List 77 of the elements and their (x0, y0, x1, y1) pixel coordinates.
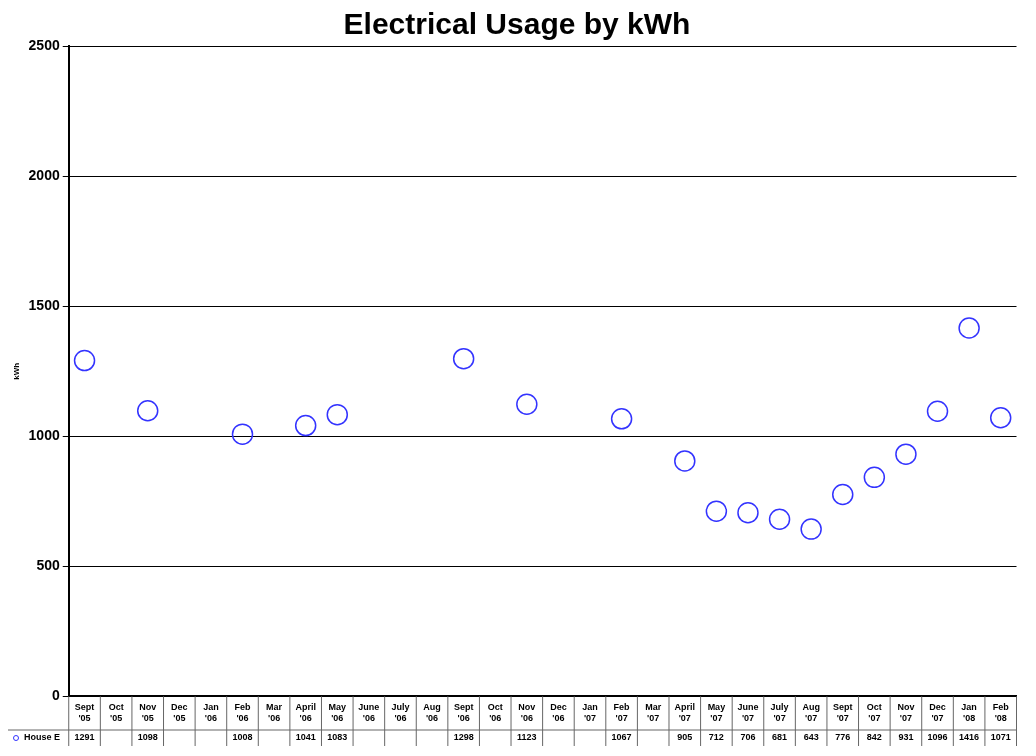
point (926, 400, 949, 423)
x-tick-label: Aug '06 (423, 702, 441, 724)
x-tick-label: Mar '06 (266, 702, 283, 724)
point (958, 317, 980, 339)
data-label: 776 (835, 732, 851, 743)
point (737, 501, 759, 524)
y-axis-title: kWh (12, 362, 21, 380)
data-label: 1071 (990, 732, 1011, 743)
data-label: 1096 (927, 732, 948, 743)
y-tick-label: 0 (51, 687, 60, 704)
x-tick-label: Dec '05 (171, 702, 188, 724)
x-tick-label: Sept '07 (832, 702, 853, 724)
data-label: 1041 (295, 732, 316, 743)
point (832, 483, 854, 506)
x-tick-label: Sept '06 (453, 702, 474, 724)
point (326, 403, 349, 426)
x-tick-label: Jan '07 (582, 702, 598, 724)
data-label: 1291 (74, 732, 95, 743)
x-tick-label: Oct '07 (866, 702, 882, 724)
x-tick-label: June '06 (358, 702, 380, 724)
data-label: 712 (708, 732, 724, 743)
point (136, 399, 159, 422)
x-tick-label: June '07 (737, 702, 759, 724)
x-tick-label: May '06 (328, 702, 347, 724)
point (610, 408, 633, 430)
x-tick-label: Jan '06 (203, 702, 219, 724)
y-tick-label: 1500 (28, 297, 60, 314)
x-tick-label: Dec '06 (550, 702, 567, 724)
x-tick-label: April '07 (674, 702, 696, 724)
point (863, 466, 886, 489)
data-label: 643 (803, 732, 819, 743)
x-tick-label: Jan '08 (961, 702, 977, 724)
y-tick-label: 1000 (28, 427, 60, 444)
x-tick-label: May '07 (707, 702, 726, 724)
x-tick-label: Aug '07 (802, 702, 820, 724)
point (989, 407, 1012, 429)
y-tick-label: 2000 (28, 166, 60, 183)
point (516, 393, 538, 415)
x-tick-label: Dec '07 (929, 702, 946, 724)
x-tick-label: July '07 (770, 702, 789, 724)
point (895, 443, 917, 465)
legend-label: House E (24, 732, 61, 743)
point (294, 414, 317, 437)
data-label: 1416 (959, 732, 980, 743)
x-tick-label: April '06 (295, 702, 316, 724)
data-label: 842 (866, 732, 882, 743)
y-tick-label: 500 (36, 557, 60, 574)
point (452, 347, 475, 370)
data-label: 1298 (453, 732, 474, 743)
x-tick-label: Feb '07 (613, 702, 631, 724)
data-label: 681 (772, 732, 788, 743)
point (674, 450, 696, 472)
x-tick-label: Nov '06 (518, 702, 536, 724)
data-label: 706 (740, 732, 756, 743)
data-label: 1067 (611, 732, 632, 743)
x-tick-label: Sept '05 (74, 702, 95, 724)
data-label: 1008 (232, 732, 253, 743)
x-tick-label: Oct '05 (108, 702, 124, 724)
x-tick-label: July '06 (391, 702, 410, 724)
x-tick-label: Oct '06 (487, 702, 503, 724)
point (231, 423, 254, 445)
point (800, 518, 822, 540)
data-label: 1098 (137, 732, 158, 743)
x-tick-label: Nov '05 (139, 702, 157, 724)
data-label: 1123 (517, 732, 537, 743)
data-label: 931 (898, 732, 914, 743)
x-tick-label: Nov '07 (897, 702, 915, 724)
data-label: 1083 (327, 732, 348, 743)
point (768, 508, 791, 530)
x-tick-label: Feb '08 (992, 702, 1010, 724)
y-tick-label: 2500 (28, 36, 60, 53)
point (73, 349, 96, 372)
x-tick-label: Feb '06 (234, 702, 251, 724)
point (705, 500, 728, 522)
x-tick-label: Mar '07 (645, 702, 662, 724)
data-label: 905 (677, 732, 693, 743)
chart-title: Electrical Usage by kWh (343, 7, 691, 41)
